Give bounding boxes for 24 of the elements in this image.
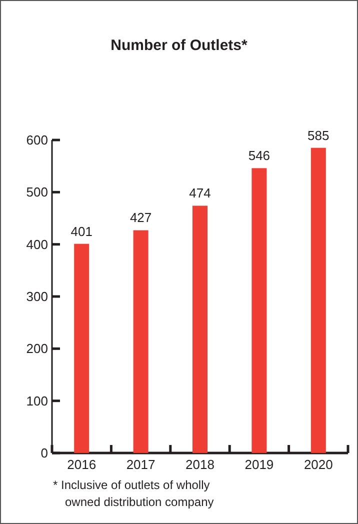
x-tick-label: 2016 bbox=[67, 457, 96, 472]
y-tick-label: 600 bbox=[26, 132, 48, 148]
data-label: 401 bbox=[70, 224, 92, 239]
x-tick-label: 2019 bbox=[244, 457, 274, 472]
bar bbox=[74, 244, 90, 453]
bar bbox=[310, 148, 326, 453]
y-tick-label: 400 bbox=[26, 236, 48, 252]
data-label: 474 bbox=[189, 186, 211, 201]
y-tick-label: 100 bbox=[26, 393, 48, 408]
y-tick-label: 500 bbox=[26, 184, 48, 200]
text: * Inclusive of outlets of wholly owned distribution company bbox=[53, 478, 214, 509]
x-tick-label: 2020 bbox=[304, 457, 333, 472]
bar bbox=[192, 206, 208, 453]
y-tick-label: 0 bbox=[40, 446, 48, 460]
y-tick-label: 200 bbox=[26, 341, 48, 356]
x-tick-label: 2017 bbox=[126, 457, 156, 472]
y-tick-label: 300 bbox=[26, 289, 48, 304]
data-label: 427 bbox=[130, 210, 152, 226]
bar bbox=[133, 230, 148, 453]
x-tick-label: 2018 bbox=[186, 457, 214, 472]
chart-title: Number of Outlets* bbox=[110, 37, 248, 54]
data-label: 546 bbox=[248, 148, 270, 164]
bar bbox=[252, 168, 267, 453]
data-label: 585 bbox=[308, 128, 330, 143]
